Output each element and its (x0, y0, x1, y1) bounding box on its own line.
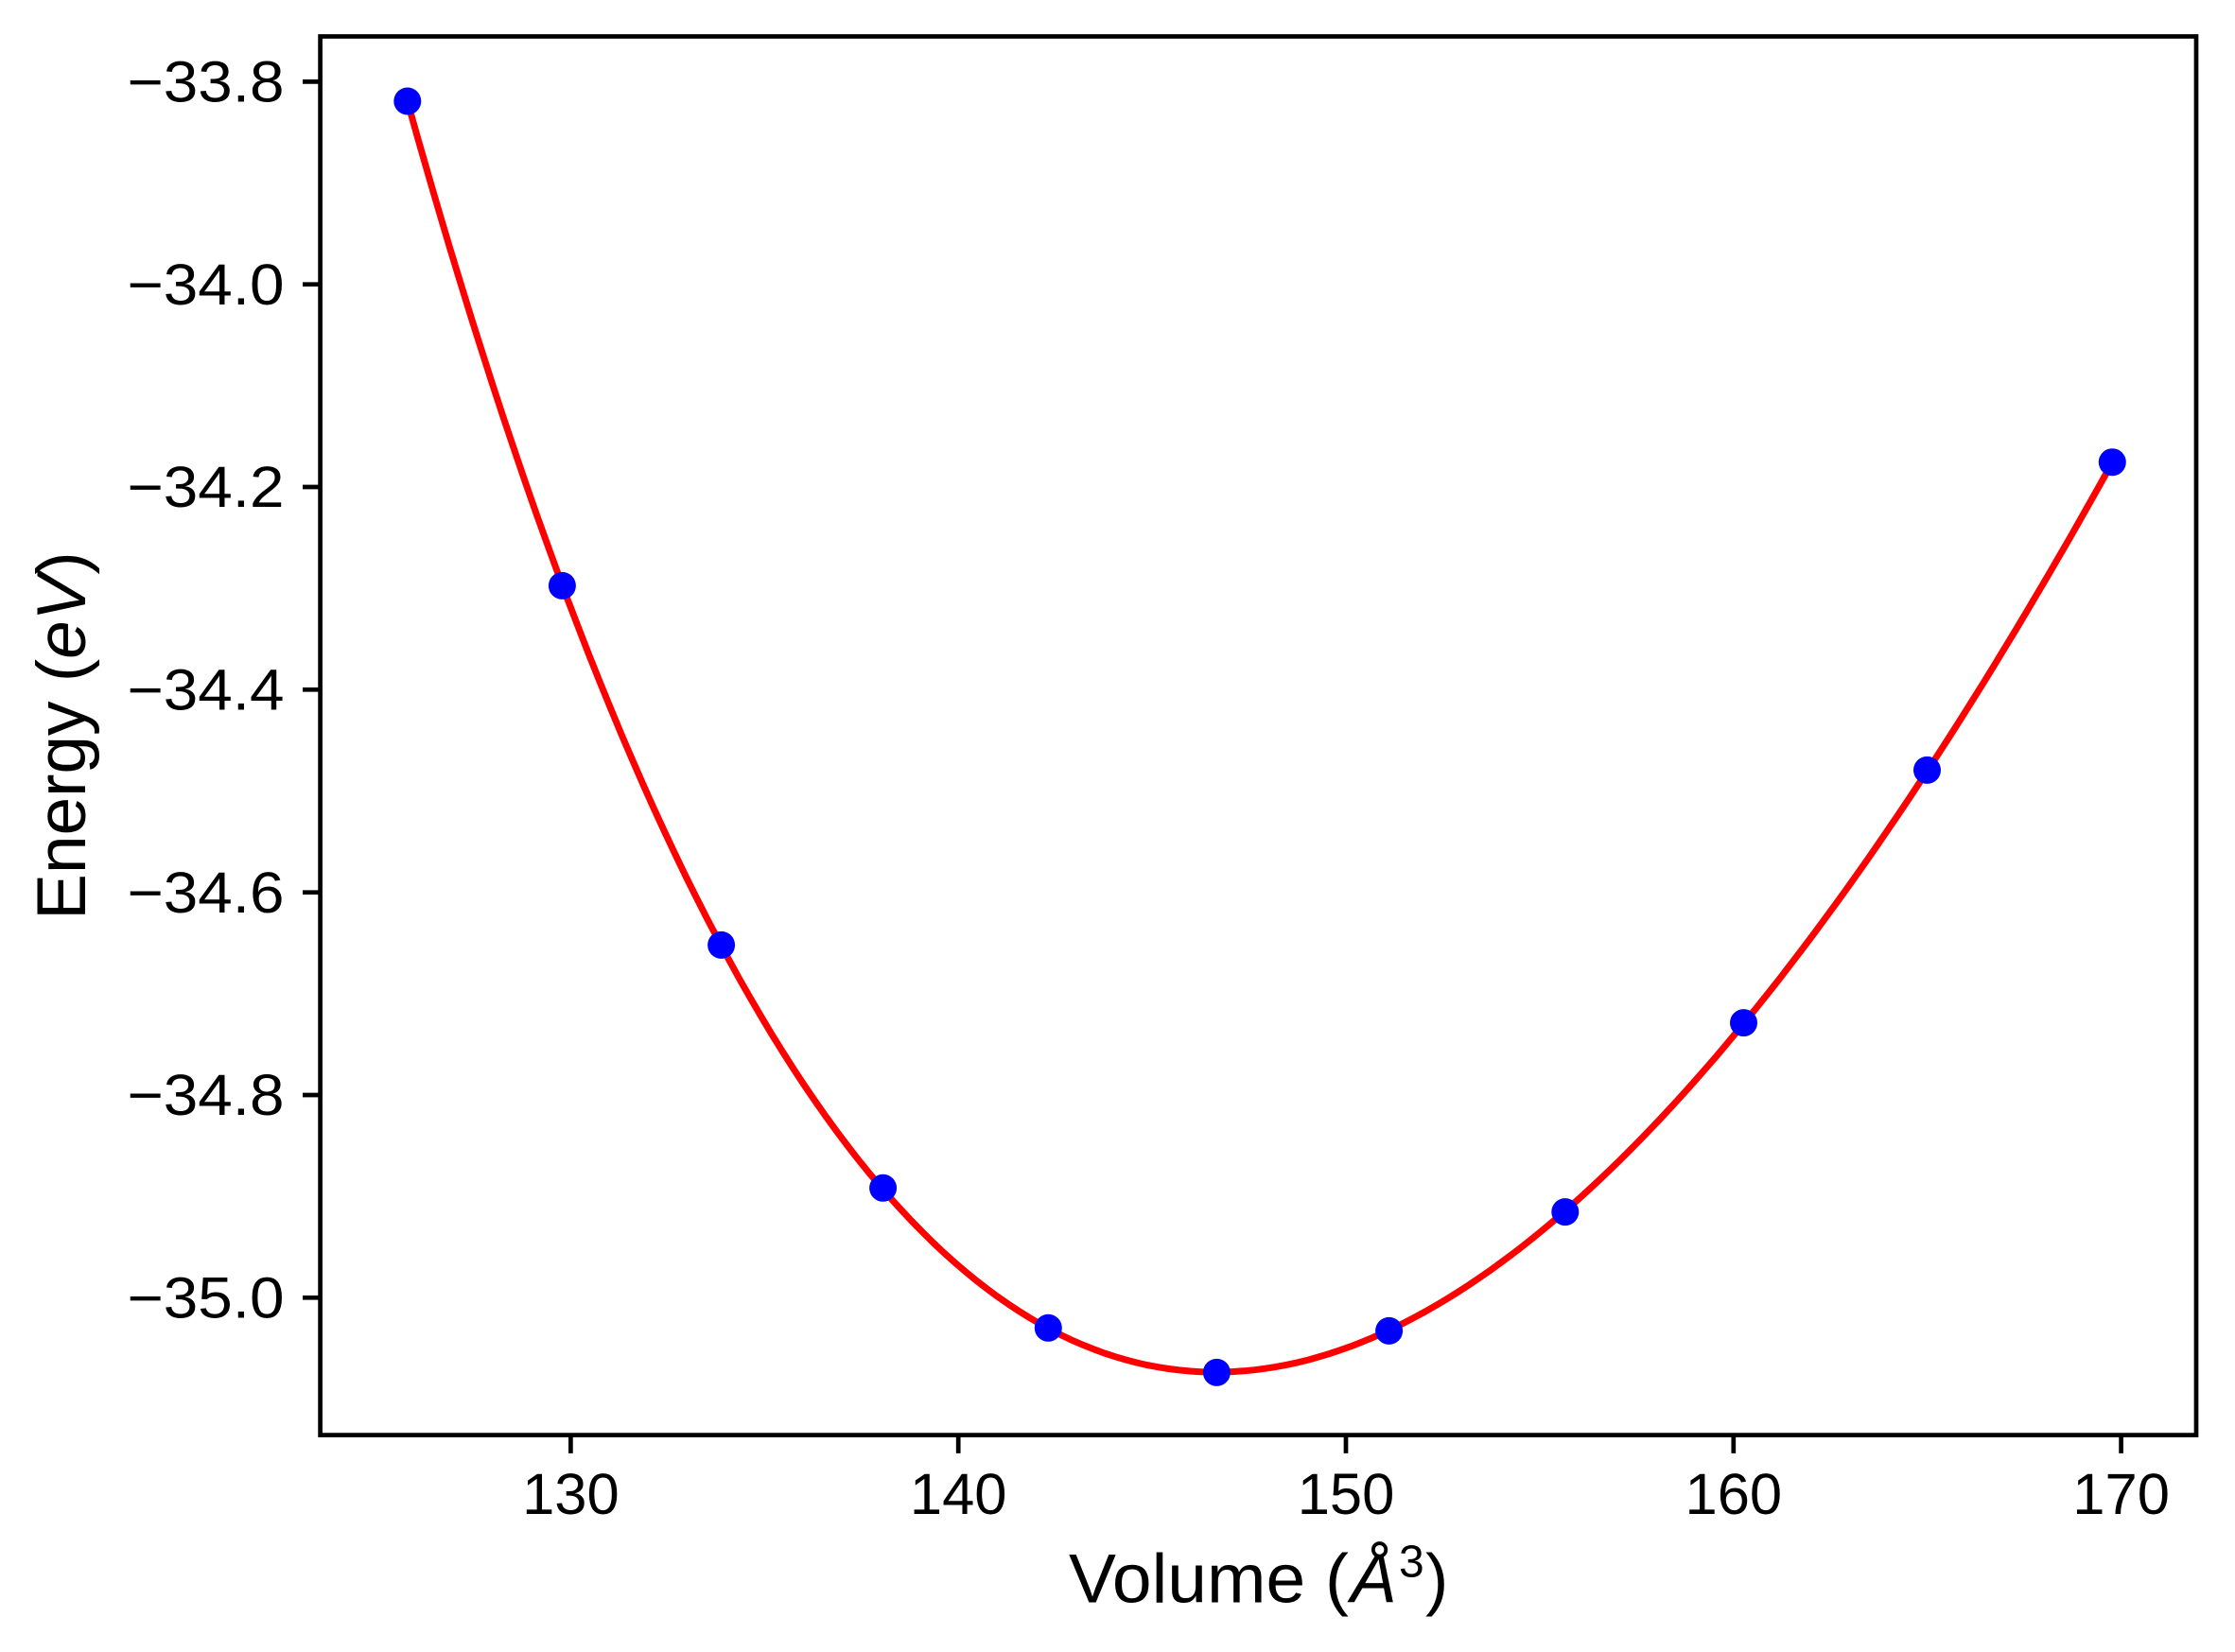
svg-text:): ) (1425, 1541, 1448, 1618)
svg-text:Å: Å (1347, 1541, 1397, 1618)
svg-text:Volume (: Volume ( (1069, 1541, 1349, 1618)
svg-text:160: 160 (1685, 1462, 1782, 1527)
svg-text:−34.8: −34.8 (128, 1063, 285, 1128)
svg-text:3: 3 (1399, 1537, 1424, 1587)
svg-text:140: 140 (910, 1462, 1007, 1527)
svg-text:−35.0: −35.0 (128, 1266, 285, 1331)
svg-text:Energy (eV): Energy (eV) (24, 551, 100, 920)
svg-text:−33.8: −33.8 (128, 50, 285, 115)
svg-text:−34.6: −34.6 (128, 861, 285, 926)
svg-text:170: 170 (2072, 1462, 2170, 1527)
svg-text:150: 150 (1298, 1462, 1395, 1527)
svg-text:−34.2: −34.2 (128, 455, 285, 520)
svg-text:−34.0: −34.0 (128, 252, 285, 318)
svg-text:−34.4: −34.4 (128, 657, 285, 722)
svg-text:130: 130 (522, 1462, 620, 1527)
